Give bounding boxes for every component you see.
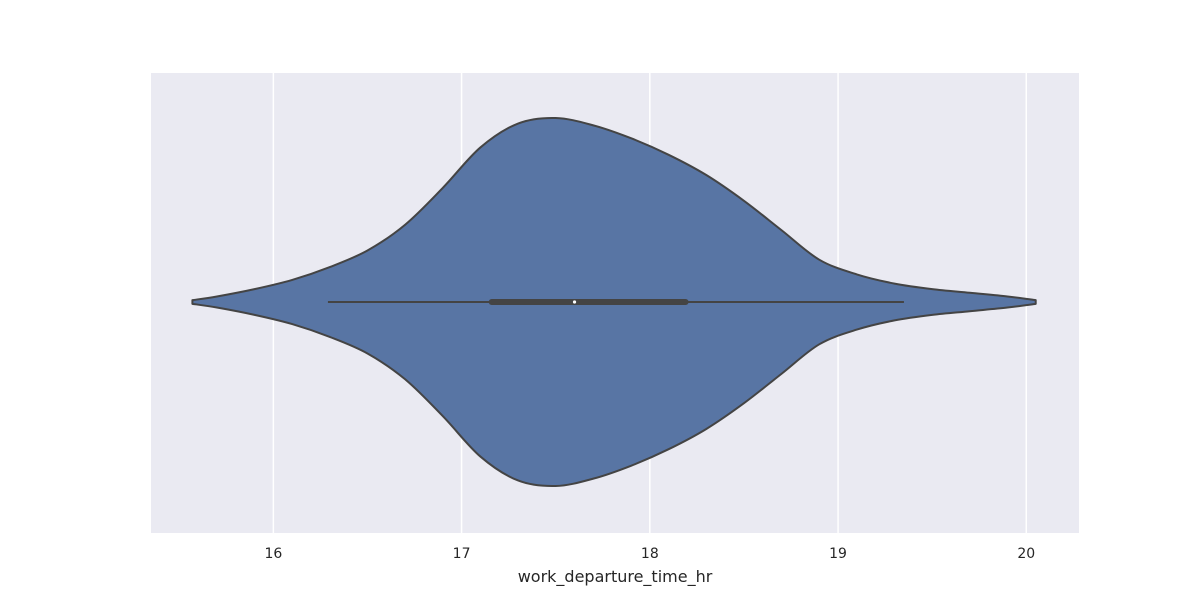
x-tick-label: 18 bbox=[641, 546, 659, 562]
x-axis-label: work_departure_time_hr bbox=[518, 567, 713, 587]
x-axis-ticks: 16 17 18 19 20 bbox=[264, 546, 1035, 562]
x-tick-label: 20 bbox=[1017, 546, 1035, 562]
x-tick-label: 17 bbox=[453, 546, 471, 562]
median-marker bbox=[572, 300, 577, 304]
x-tick-label: 19 bbox=[829, 546, 847, 562]
x-tick-label: 16 bbox=[264, 546, 282, 562]
box-layer bbox=[327, 299, 904, 305]
